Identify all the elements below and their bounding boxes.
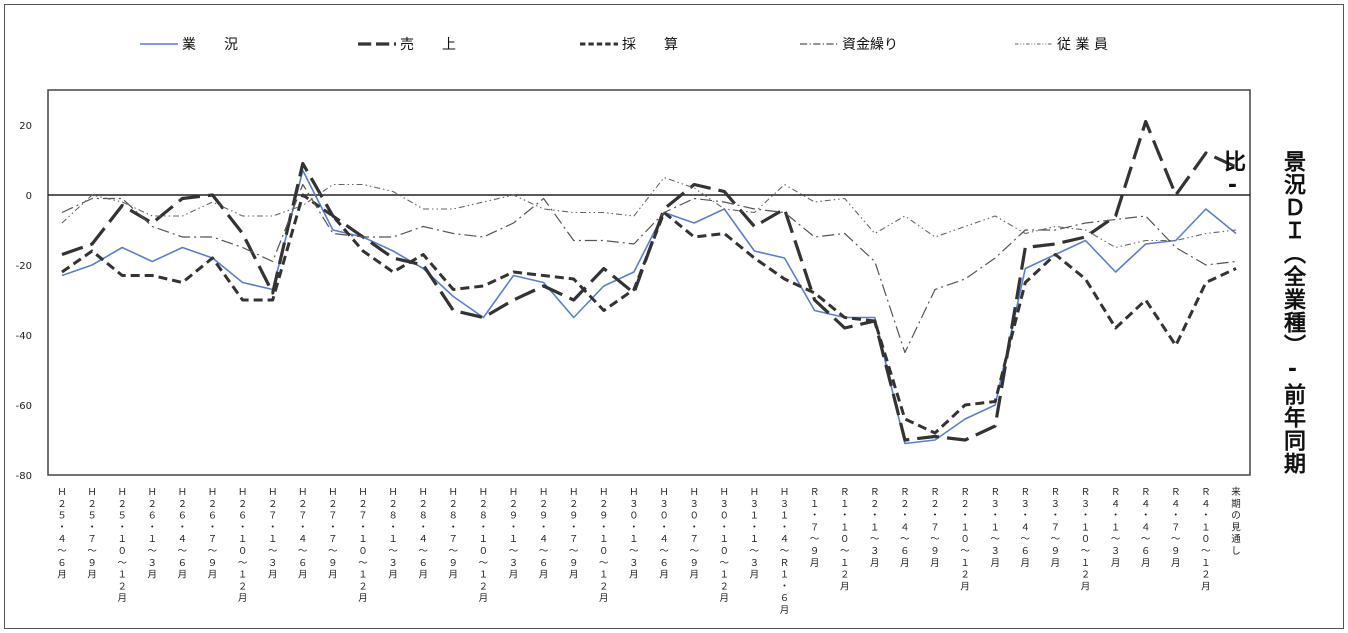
legend-label: 従 業 員 [1057,37,1108,53]
x-tick-label: Ｈ２９・４〜６月 [539,487,549,581]
x-tick-label: Ｈ３０・１〜３月 [629,487,639,581]
series-line-1 [61,169,1237,445]
x-tick-label: Ｒ１・７〜９月 [810,487,820,569]
x-tick-label: Ｈ３１・１〜３月 [750,487,760,581]
legend-label: 資金繰り [842,37,898,53]
x-tick-label: Ｈ２８・４〜６月 [418,487,428,581]
x-tick-label: Ｈ２９・７〜９月 [569,487,579,581]
x-tick-label: Ｒ２・４〜６月 [900,487,910,569]
x-tick-label: Ｈ２７・１０〜１２月 [358,487,368,604]
x-tick-label: Ｈ２８・１０〜１２月 [479,487,489,604]
y-tick-label: 0 [26,191,32,202]
x-tick-label: Ｈ２８・７〜９月 [449,487,459,581]
x-tick-label: Ｈ３０・１０〜１２月 [720,487,730,604]
x-tick-label: Ｒ２・１０〜１２月 [960,487,970,592]
x-tick-label: Ｈ２８・１〜３月 [388,487,398,581]
series-line-5 [61,176,1237,249]
series-layer [61,119,1237,445]
y-axis-label: 景況ＤＩ（全業種）-前年同期比- [1220,150,1305,475]
series-line-2 [61,119,1237,442]
x-tick-label: Ｒ３・７〜９月 [1051,487,1061,569]
x-tick-label: Ｒ４・４〜６月 [1141,487,1151,569]
y-tick-label: -40 [16,331,32,342]
y-tick-label: -80 [16,471,32,482]
x-tick-label: Ｈ２７・１〜３月 [268,487,278,581]
x-tick-label: Ｈ２６・４〜６月 [178,487,188,581]
plot-area [47,89,1251,476]
legend-label: 業 況 [182,37,238,53]
x-tick-label: Ｈ３０・４〜６月 [659,487,669,581]
x-tick-label: Ｒ３・１〜３月 [990,487,1000,569]
x-tick-label: Ｈ２９・１０〜１２月 [599,487,609,604]
y-tick-label: -20 [16,261,32,272]
x-tick-label: 来期の見通し [1231,487,1241,557]
x-tick-label: Ｒ２・７〜９月 [930,487,940,569]
x-tick-label: Ｈ２５・４〜６月 [57,487,67,581]
legend-label: 採 算 [622,37,678,53]
x-tick-label: Ｒ３・４〜６月 [1021,487,1031,569]
x-tick-label: Ｈ３１・４〜Ｒ１・６月 [780,487,790,616]
legend: 業 況 売 上 採 算 資金繰り 従 業 員 [140,37,1108,53]
x-tick-label: Ｈ３０・７〜９月 [689,487,699,581]
x-tick-label: Ｒ４・１０〜１２月 [1201,487,1211,592]
x-tick-label: Ｈ２５・７〜９月 [87,487,97,581]
x-tick-label: Ｒ４・７〜９月 [1171,487,1181,569]
x-tick-label: Ｒ４・１〜３月 [1111,487,1121,569]
x-tick-label: Ｈ２６・７〜９月 [208,487,218,581]
x-tick-label: Ｒ３・１０〜１２月 [1081,487,1091,592]
x-tick-label: Ｈ２９・１〜３月 [509,487,519,581]
y-tick-label: -60 [16,401,32,412]
series-line-3 [61,193,1237,435]
x-tick-label: Ｈ２７・７〜９月 [328,487,338,581]
chart-frame [4,4,1344,629]
x-tick-label: Ｈ２５・１０〜１２月 [117,487,127,604]
x-tick-label: Ｈ２６・１０〜１２月 [238,487,248,604]
x-tick-label: Ｈ２６・１〜３月 [148,487,158,581]
series-line-4 [61,183,1237,354]
legend-label: 売 上 [400,37,456,53]
x-axis-ticks: Ｈ２５・４〜６月 Ｈ２５・７〜９月 Ｈ２５・１０〜１２月 Ｈ２６・１〜３月 Ｈ２６・４〜… [57,487,1241,616]
x-tick-label: Ｒ２・１〜３月 [870,487,880,569]
y-axis-ticks: 20 0 -20 -40 -60 -80 [16,121,32,482]
y-tick-label: 20 [19,121,32,132]
x-tick-label: Ｈ２７・４〜６月 [298,487,308,581]
x-tick-label: Ｒ１・１０〜１２月 [840,487,850,592]
